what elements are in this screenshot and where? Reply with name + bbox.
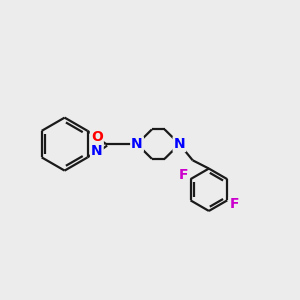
Text: N: N [174, 137, 185, 151]
Text: F: F [178, 168, 188, 182]
Text: F: F [230, 197, 239, 212]
Text: N: N [131, 137, 143, 151]
Text: O: O [91, 130, 103, 145]
Text: N: N [91, 144, 103, 158]
